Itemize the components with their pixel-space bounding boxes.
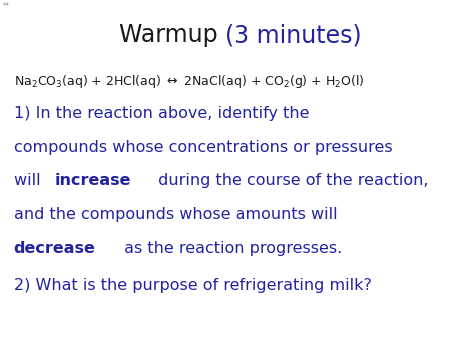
- Text: 2) What is the purpose of refrigerating milk?: 2) What is the purpose of refrigerating …: [14, 278, 371, 293]
- Text: Warmup: Warmup: [119, 23, 225, 48]
- Text: (3 minutes): (3 minutes): [225, 23, 362, 48]
- Text: decrease: decrease: [14, 241, 95, 256]
- Text: will: will: [14, 173, 45, 188]
- Text: as the reaction progresses.: as the reaction progresses.: [119, 241, 342, 256]
- Text: during the course of the reaction,: during the course of the reaction,: [153, 173, 429, 188]
- Text: compounds whose concentrations or pressures: compounds whose concentrations or pressu…: [14, 140, 392, 154]
- Text: and the compounds whose amounts will: and the compounds whose amounts will: [14, 207, 337, 222]
- Text: 1) In the reaction above, identify the: 1) In the reaction above, identify the: [14, 106, 309, 121]
- Text: increase: increase: [54, 173, 131, 188]
- Text: Na$_2$CO$_3$(aq) + 2HCl(aq) $\leftrightarrow$ 2NaCl(aq) + CO$_2$(g) + H$_2$O(l): Na$_2$CO$_3$(aq) + 2HCl(aq) $\leftrighta…: [14, 73, 364, 90]
- Text: ⇔: ⇔: [2, 2, 8, 8]
